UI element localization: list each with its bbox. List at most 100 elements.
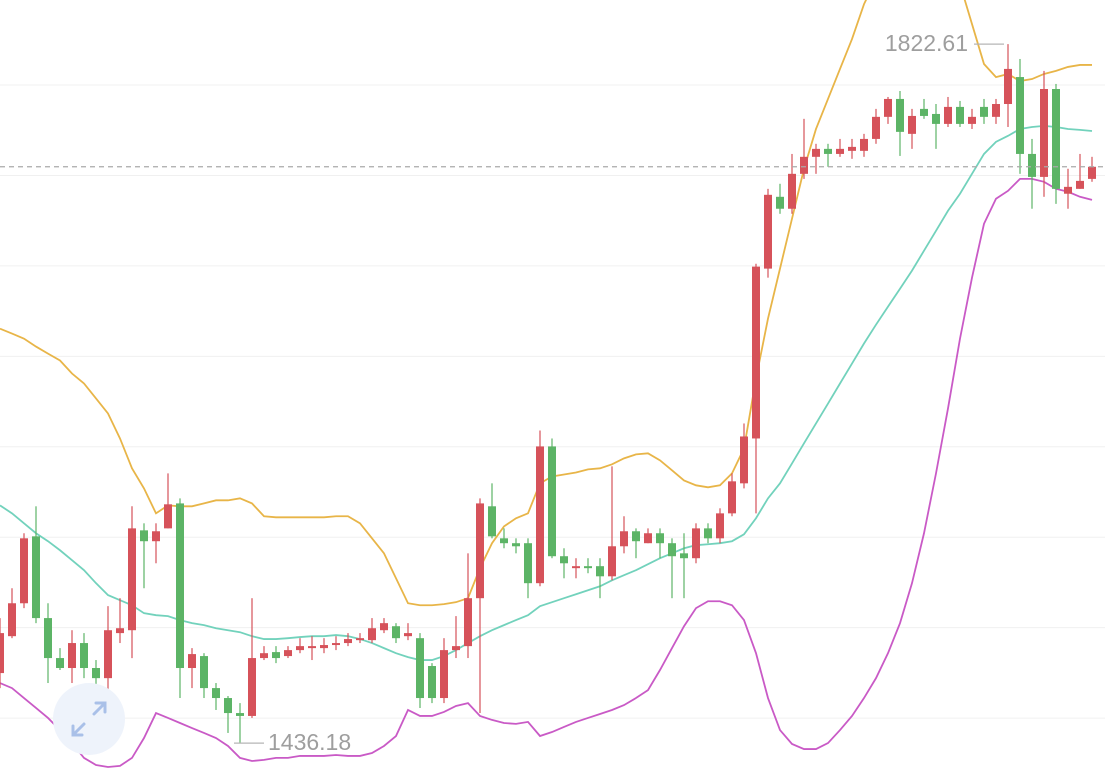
min-label: 1436.18 xyxy=(268,729,351,755)
bollinger-bands xyxy=(0,0,1093,768)
candle-body xyxy=(524,543,532,584)
candle-body xyxy=(512,543,520,547)
candle-body xyxy=(692,528,700,559)
candle-body xyxy=(776,196,784,209)
candle-body xyxy=(308,646,316,649)
candle-body xyxy=(872,116,880,139)
candle-body xyxy=(8,603,16,637)
candle-body xyxy=(728,481,736,514)
candle-body xyxy=(344,639,352,644)
candle-body xyxy=(1064,186,1072,194)
candle-body xyxy=(932,113,940,124)
candle-body xyxy=(824,148,832,154)
candle-body xyxy=(1088,166,1096,179)
candle-body xyxy=(632,531,640,542)
candle-body xyxy=(176,503,184,669)
candle-body xyxy=(80,643,88,669)
zoom-button[interactable] xyxy=(53,683,125,755)
candle-body xyxy=(572,566,580,569)
candle-body xyxy=(356,638,364,641)
candle-body xyxy=(212,688,220,699)
candle-body xyxy=(272,652,280,659)
candle-body xyxy=(1052,88,1060,189)
candle-body xyxy=(1040,88,1048,177)
candle-body xyxy=(56,658,64,669)
candle-body xyxy=(1028,153,1036,177)
candle-body xyxy=(752,266,760,439)
candle-body xyxy=(332,643,340,646)
grid xyxy=(0,84,1105,719)
candles xyxy=(0,44,1096,744)
candle-body xyxy=(968,116,976,124)
candle-body xyxy=(800,156,808,174)
zoom-button-bg[interactable] xyxy=(53,683,125,755)
candle-body xyxy=(140,530,148,542)
candle-body xyxy=(596,566,604,577)
zoom-icon xyxy=(71,701,107,737)
candle-body xyxy=(152,531,160,542)
candle-body xyxy=(956,106,964,124)
candle-body xyxy=(488,506,496,537)
candle-body xyxy=(68,643,76,669)
candle-body xyxy=(260,653,268,659)
candle-body xyxy=(608,546,616,577)
candle-body xyxy=(452,646,460,651)
candle-body xyxy=(764,194,772,269)
candle-body xyxy=(1016,77,1024,154)
candle-body xyxy=(248,658,256,716)
candle-body xyxy=(500,538,508,544)
candle-body xyxy=(704,528,712,539)
candle-body xyxy=(440,650,448,699)
candle-body xyxy=(380,623,388,631)
candle-body xyxy=(584,566,592,569)
candle-body xyxy=(236,713,244,716)
candle-body xyxy=(560,556,568,564)
candle-body xyxy=(740,436,748,484)
candle-body xyxy=(812,148,820,157)
candle-body xyxy=(0,633,4,674)
candle-body xyxy=(836,148,844,154)
candle-body xyxy=(392,626,400,639)
candle-body xyxy=(944,106,952,124)
annotations: 1822.61 1436.18 xyxy=(0,30,1105,755)
candle-body xyxy=(656,533,664,544)
candle-body xyxy=(32,536,40,619)
candle-body xyxy=(464,598,472,647)
candle-body xyxy=(116,628,124,634)
candle-body xyxy=(1076,180,1084,189)
candle-body xyxy=(860,138,868,151)
candle-body xyxy=(416,638,424,699)
candle-body xyxy=(548,446,556,557)
candle-body xyxy=(644,533,652,544)
candle-body xyxy=(896,98,904,132)
candle-body xyxy=(368,628,376,641)
candle-body xyxy=(404,633,412,637)
candle-body xyxy=(284,650,292,657)
candle-body xyxy=(44,618,52,659)
candle-body xyxy=(296,646,304,651)
candle-body xyxy=(668,543,676,557)
candle-body xyxy=(788,173,796,209)
band-line xyxy=(0,124,1093,661)
candle-body xyxy=(188,654,196,669)
candle-body xyxy=(104,630,112,679)
candle-body xyxy=(992,104,1000,117)
candle-body xyxy=(848,146,856,151)
candle-body xyxy=(128,528,136,631)
candle-body xyxy=(716,513,724,539)
band-line xyxy=(0,178,1093,768)
candle-body xyxy=(200,656,208,689)
candle-body xyxy=(620,531,628,547)
max-label: 1822.61 xyxy=(885,30,968,56)
candle-body xyxy=(680,553,688,559)
candle-body xyxy=(920,108,928,116)
candle-body xyxy=(908,115,916,134)
candle-body xyxy=(20,538,28,604)
candle-body xyxy=(224,698,232,714)
candle-body xyxy=(1004,68,1012,105)
candle-body xyxy=(476,503,484,599)
candle-body xyxy=(884,98,892,117)
candle-body xyxy=(428,666,436,699)
candle-body xyxy=(536,446,544,584)
